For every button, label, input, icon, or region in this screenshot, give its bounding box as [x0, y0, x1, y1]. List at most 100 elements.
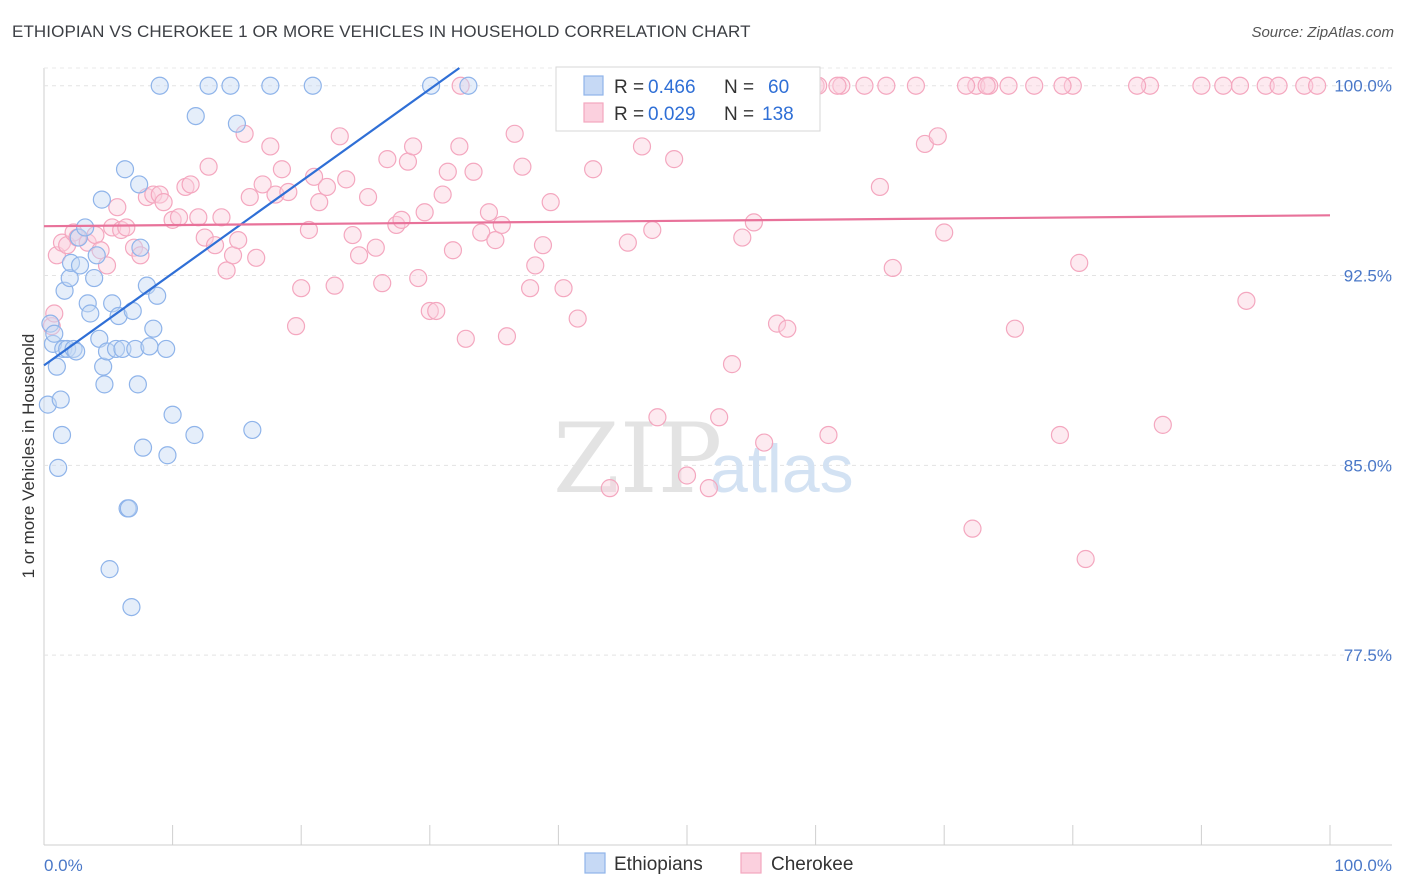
ethiopian-point-42 [140, 337, 159, 356]
cherokee-point-78 [526, 256, 545, 275]
legend-n-label-1: N = [724, 77, 754, 98]
x-tick-marks [43, 825, 1331, 845]
cherokee-point-16 [131, 246, 150, 265]
cherokee-point-66 [443, 241, 463, 260]
cherokee-point-81 [554, 279, 573, 298]
cherokee-point-1 [45, 304, 64, 323]
legend-r-label-2: R = [614, 104, 644, 125]
cherokee-point-51 [349, 246, 369, 265]
legend-n-value-2: 138 [762, 104, 794, 125]
ethiopian-point-5 [49, 458, 68, 477]
cherokee-point-56 [387, 215, 406, 235]
watermark-zip: ZIP [553, 403, 722, 515]
ethiopian-point-54 [243, 420, 262, 440]
cherokee-point-108 [855, 76, 874, 95]
cherokee-point-77 [521, 279, 540, 298]
ethiopian-point-34 [122, 597, 141, 617]
cherokee-point-65 [438, 162, 457, 181]
y-tick-label-1: 92.5% [1344, 267, 1392, 286]
ethiopian-point-47 [158, 446, 177, 465]
cherokee-point-119 [1005, 319, 1025, 338]
cherokee-point-92 [665, 150, 684, 169]
cherokee-point-32 [229, 231, 248, 250]
cherokee-point-121 [1050, 425, 1070, 445]
bottom-legend: Ethiopians Cherokee [584, 852, 853, 875]
cherokee-point-55 [378, 150, 397, 169]
cherokee-point-85 [600, 479, 619, 498]
cherokee-point-90 [648, 408, 667, 427]
cherokee-point-80 [541, 193, 560, 212]
legend-r-label-1: R = [614, 77, 644, 98]
ethiopian-point-23 [94, 357, 113, 376]
cherokee-point-116 [967, 76, 986, 95]
cherokee-point-64 [433, 185, 452, 204]
cherokee-point-29 [212, 208, 231, 227]
ethiopian-point-28 [106, 339, 126, 359]
cherokee-point-54 [373, 274, 392, 293]
cherokee-point-126 [1153, 415, 1172, 434]
cherokee-point-69 [464, 162, 483, 181]
ethiopian-point-36 [126, 339, 145, 359]
cherokee-point-137 [828, 76, 847, 95]
ethiopian-point-3 [45, 324, 64, 343]
y-axis-label: 1 or more Vehicles in Household [19, 334, 38, 579]
cherokee-point-58 [398, 152, 418, 171]
ethiopian-points [38, 76, 478, 617]
ethiopian-point-12 [64, 339, 83, 359]
ethiopian-trend-line [43, 67, 461, 367]
ethiopian-point-1 [41, 314, 60, 333]
ethiopian-point-22 [92, 190, 111, 209]
ethiopian-point-18 [81, 304, 100, 323]
y-tick-label-3: 77.5% [1344, 646, 1392, 665]
ethiopian-point-53 [227, 114, 246, 133]
cherokee-point-120 [1025, 76, 1044, 95]
cherokee-point-42 [292, 279, 311, 298]
chart-title: ETHIOPIAN VS CHEROKEE 1 OR MORE VEHICLES… [12, 22, 751, 41]
cherokee-point-112 [906, 76, 926, 95]
legend-swatch-cherokee [583, 102, 604, 123]
x-tick-label-min: 0.0% [44, 856, 83, 875]
ethiopian-point-10 [60, 268, 79, 288]
cherokee-point-140 [451, 76, 470, 95]
cherokee-point-20 [154, 193, 173, 212]
ethiopian-point-44 [148, 286, 167, 305]
y-tick-label-2: 85.0% [1344, 456, 1392, 475]
cherokee-point-82 [568, 309, 587, 328]
cherokee-point-86 [618, 233, 637, 252]
cherokee-point-93 [677, 466, 697, 485]
cherokee-point-122 [1063, 76, 1082, 95]
cherokee-point-143 [963, 519, 982, 538]
cherokee-point-34 [240, 187, 259, 207]
cherokee-point-12 [108, 198, 127, 217]
cherokee-point-71 [479, 203, 499, 222]
cherokee-point-68 [456, 329, 475, 348]
legend-r-value-2: 0.029 [648, 104, 696, 125]
cherokee-point-128 [1230, 76, 1250, 95]
cherokee-point-49 [337, 170, 356, 189]
legend-n-value-1: 60 [768, 77, 789, 98]
cherokee-point-76 [513, 157, 532, 176]
cherokee-point-75 [505, 124, 524, 143]
cherokee-point-145 [1214, 76, 1233, 95]
cherokee-point-25 [189, 208, 208, 227]
cherokee-trend-line [43, 214, 1331, 228]
cherokee-point-118 [999, 76, 1018, 95]
ethiopian-point-26 [95, 375, 114, 394]
ethiopian-point-58 [459, 76, 478, 95]
ethiopian-point-20 [87, 246, 106, 265]
cherokee-point-31 [223, 246, 243, 265]
ethiopian-point-16 [76, 218, 95, 237]
legend-n-label-2: N = [724, 104, 754, 125]
cherokee-point-52 [358, 187, 378, 207]
ethiopian-point-46 [157, 339, 176, 359]
ethiopian-point-40 [133, 438, 153, 457]
cherokee-point-115 [935, 223, 954, 242]
cherokee-points [42, 76, 1327, 569]
ethiopian-point-43 [144, 319, 163, 338]
cherokee-point-97 [722, 355, 742, 374]
cherokee-point-102 [778, 319, 797, 338]
bottom-legend-swatch-cherokee [740, 852, 762, 874]
cherokee-point-109 [870, 177, 890, 197]
cherokee-point-23 [176, 177, 195, 197]
cherokee-point-110 [877, 76, 896, 95]
